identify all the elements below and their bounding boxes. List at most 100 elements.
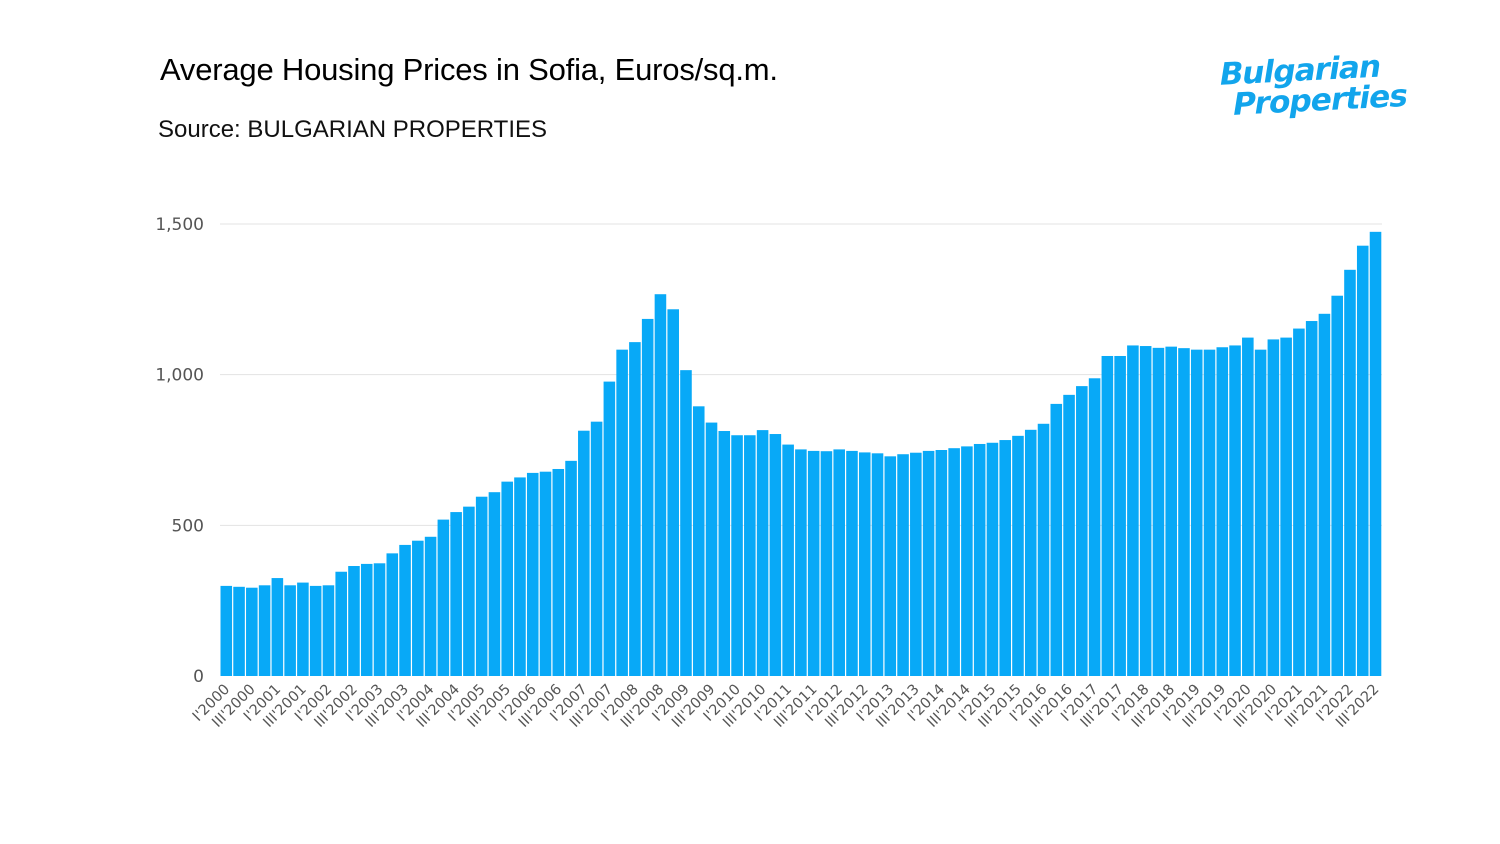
bar [948,448,960,676]
bar [1076,386,1088,676]
bar [820,451,833,676]
bar [641,318,654,676]
y-tick-label: 1,000 [155,366,204,386]
bar [603,381,616,676]
bar [1267,339,1280,676]
bar [1139,346,1152,676]
bar [1293,328,1305,676]
bar [1305,321,1318,676]
bar [1165,346,1177,676]
bar [718,431,731,676]
bar [782,444,794,676]
y-tick-label: 500 [172,516,204,536]
bar [501,481,513,676]
bulgarian-properties-logo: Bulgarian Properties [1217,49,1411,123]
bar [858,452,871,676]
bar [616,349,628,676]
bar [680,370,692,676]
bar [552,468,565,676]
bar [1280,337,1292,676]
bar [1356,245,1369,677]
bar [756,430,769,676]
bar [1050,403,1063,676]
bar [884,456,897,676]
bar [475,496,488,676]
bar [897,454,909,676]
bar [1318,313,1331,676]
bar [871,453,884,676]
bar [514,477,526,676]
bar [220,585,233,676]
bar [973,443,986,676]
bar [335,571,347,676]
bar [284,585,296,676]
bar [922,450,935,676]
bar [846,450,858,676]
bar [578,430,590,676]
bar [246,587,258,676]
bar [450,512,462,676]
bar [1012,435,1024,676]
bar [322,585,335,676]
bar [744,435,756,676]
bar [271,578,284,676]
bar [565,460,577,676]
bar [1229,345,1241,676]
bar [437,519,450,676]
y-tick-label: 1,500 [155,215,204,235]
bar [1037,423,1050,676]
bar [1152,347,1165,676]
bar [1114,355,1126,676]
bar [1331,295,1343,676]
bar [526,472,539,676]
bar [1216,347,1229,676]
bar [961,446,973,676]
bar [399,544,411,676]
bar [258,585,271,676]
bar [424,536,437,676]
bar [1178,348,1190,676]
bar [1190,349,1203,676]
chart-title: Average Housing Prices in Sofia, Euros/s… [160,52,778,87]
bar [705,422,718,676]
bar [807,450,820,676]
bar [386,553,399,676]
bar [999,440,1011,676]
bar [1242,337,1254,676]
bar [1344,269,1356,676]
bar [833,449,845,676]
bar [309,585,322,676]
bar [769,434,782,676]
y-tick-label: 0 [193,667,204,687]
bar [590,421,603,676]
bar [348,566,360,676]
bar [1024,429,1037,676]
svg-text:Bulgarian: Bulgarian [1217,49,1383,93]
bar [463,506,475,676]
bar [1254,349,1267,676]
bar [910,452,922,676]
bar [360,563,373,676]
bar [412,540,424,676]
bar [667,309,679,676]
bar [1127,345,1139,676]
bar [1369,231,1382,677]
bar [935,450,948,676]
bar [1203,349,1216,676]
bar [1088,378,1101,676]
bar [986,442,999,676]
bar [692,406,705,676]
bar [297,582,309,676]
bar [539,471,552,676]
bar [629,342,641,676]
bar [1101,355,1114,676]
chart-subtitle: Source: BULGARIAN PROPERTIES [158,116,548,143]
bar [731,435,743,676]
bar [488,492,501,676]
bar [373,563,386,676]
bar [1063,394,1075,676]
bar [233,586,245,676]
bar [654,294,667,676]
bar [795,449,807,676]
